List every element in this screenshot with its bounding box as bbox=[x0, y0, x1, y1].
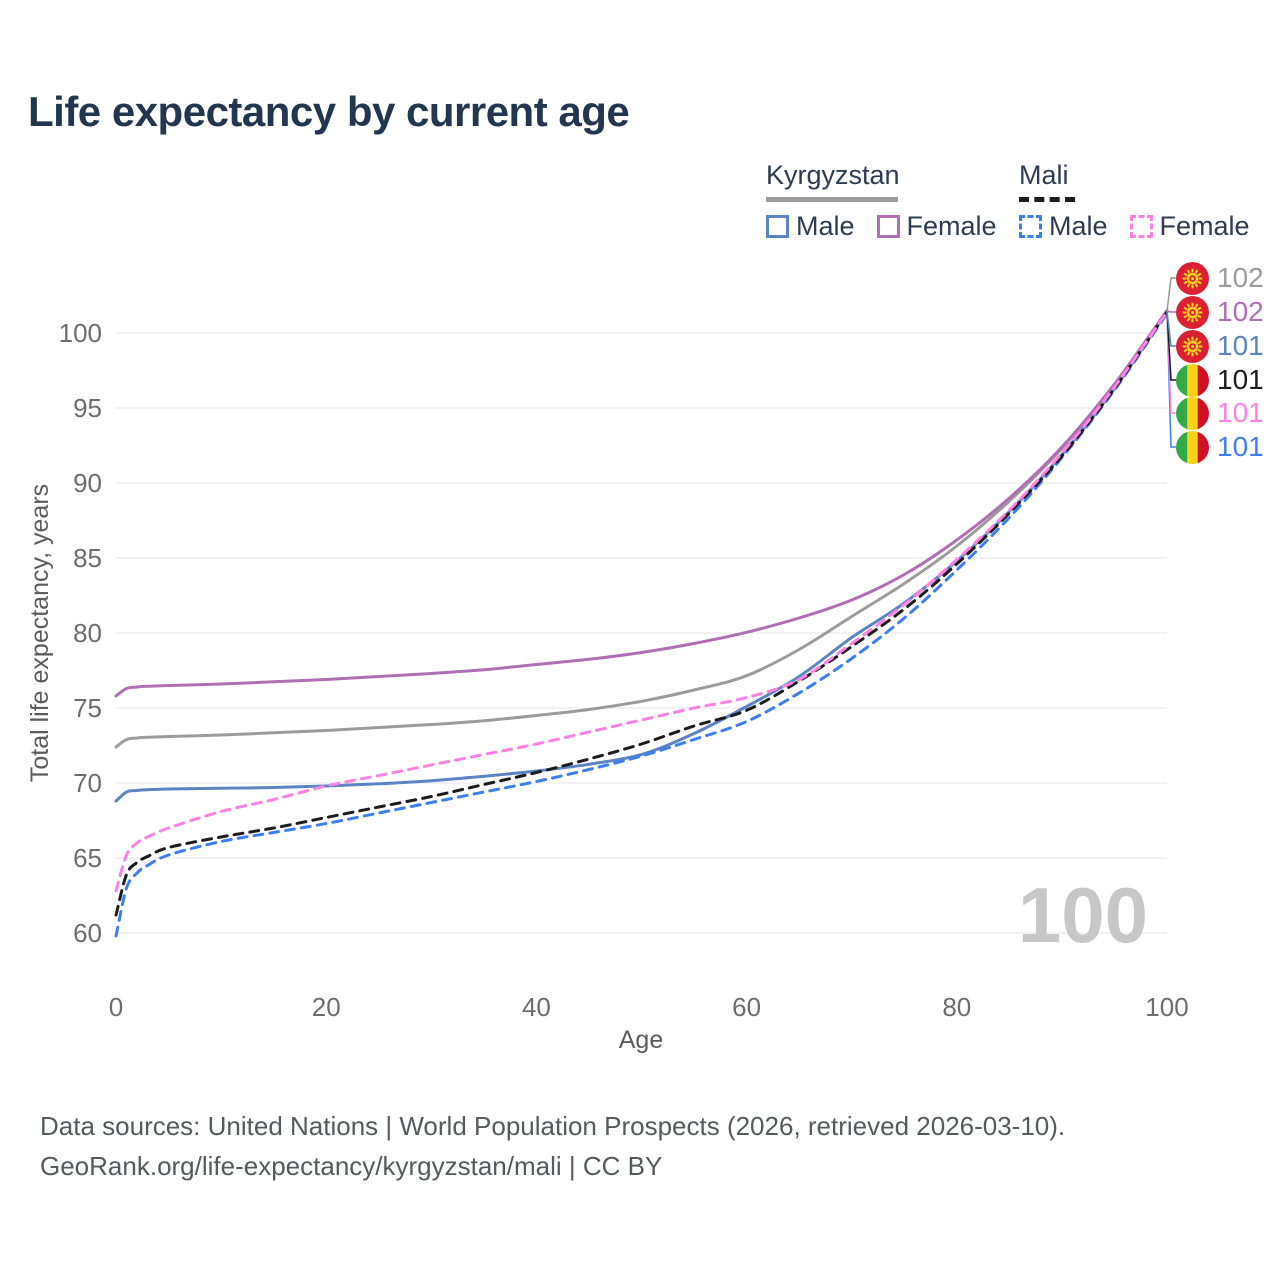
legend-label: Male bbox=[796, 211, 855, 241]
page-title: Life expectancy by current age bbox=[28, 88, 630, 135]
series-line-kyrgyzstan-both-sexes bbox=[114, 309, 1169, 749]
y-tick-label: 100 bbox=[59, 318, 102, 348]
legend-country-kyrgyzstan: Kyrgyzstan bbox=[766, 160, 900, 190]
kyrgyzstan-flag-icon bbox=[1176, 329, 1209, 363]
end-label-row-mali-3: 101 bbox=[1176, 363, 1264, 397]
legend-item-kyrgyzstan-female[interactable]: Female bbox=[876, 211, 997, 242]
legend-item-mali-male[interactable]: Male bbox=[1019, 211, 1108, 242]
line-chart: 60 65 70 75 80 85 90 95 100 0 20 40 60 80 100 100 Age… bbox=[26, 277, 1189, 1054]
leader-line-1 bbox=[1166, 310, 1176, 313]
end-label-value: 101 bbox=[1217, 397, 1264, 428]
end-label-value: 101 bbox=[1217, 364, 1264, 395]
kyrgyzstan-flag-icon bbox=[1176, 295, 1209, 329]
y-tick-label: 85 bbox=[73, 543, 102, 573]
legend-underline-kyrgyzstan-solid-line bbox=[766, 197, 898, 202]
end-label-value: 102 bbox=[1217, 262, 1264, 293]
end-label-leader-lines bbox=[1166, 277, 1176, 448]
mali-flag-icon bbox=[1176, 430, 1209, 464]
leader-line-3 bbox=[1166, 311, 1176, 381]
series-lines bbox=[114, 309, 1169, 938]
end-label-row-kyrgyzstan-0: 102 bbox=[1176, 261, 1264, 295]
end-label-row-kyrgyzstan-1: 102 bbox=[1176, 295, 1264, 329]
end-label-value: 101 bbox=[1217, 431, 1264, 462]
y-axis-title: Total life expectancy, years bbox=[26, 484, 54, 782]
footer: Data sources: United Nations | World Pop… bbox=[40, 1106, 1065, 1186]
leader-line-2 bbox=[1166, 311, 1176, 347]
legend-country-mali: Mali bbox=[1019, 160, 1069, 190]
y-tick-label: 70 bbox=[73, 768, 102, 798]
x-axis-title: Age bbox=[619, 1026, 663, 1054]
legend-swatch-mali-female bbox=[1129, 215, 1153, 238]
y-tick-label: 75 bbox=[73, 693, 102, 723]
x-tick-label: 20 bbox=[312, 992, 341, 1022]
y-tick-label: 90 bbox=[73, 468, 102, 498]
legend-group-mali: Mali Male Female bbox=[1019, 160, 1250, 242]
age-counter-watermark: 100 bbox=[1018, 871, 1148, 959]
legend-underline-mali-dashed-line bbox=[1019, 197, 1075, 202]
series-line-mali-both-sexes bbox=[114, 310, 1169, 917]
y-tick-label: 60 bbox=[73, 918, 102, 948]
leader-line-0 bbox=[1166, 277, 1176, 312]
x-tick-label: 100 bbox=[1145, 992, 1188, 1022]
mali-flag-icon bbox=[1176, 363, 1209, 397]
kyrgyzstan-flag-icon bbox=[1176, 261, 1209, 295]
legend-swatch-kyrgyzstan-male bbox=[766, 215, 789, 238]
end-label-row-mali-5: 101 bbox=[1176, 430, 1264, 464]
x-tick-label: 40 bbox=[522, 992, 551, 1022]
legend-swatch-mali-male bbox=[1019, 215, 1042, 238]
legend-label: Male bbox=[1049, 211, 1108, 241]
legend-item-mali-female[interactable]: Female bbox=[1129, 211, 1250, 242]
gridlines bbox=[116, 332, 1167, 934]
data-sources-note: Data sources: United Nations | World Pop… bbox=[40, 1111, 1066, 1141]
y-tick-label: 65 bbox=[73, 843, 102, 873]
end-label-row-mali-4: 101 bbox=[1176, 396, 1264, 430]
y-axis-tick-labels: 60 65 70 75 80 85 90 95 100 bbox=[59, 318, 102, 948]
legend-group-kyrgyzstan: Kyrgyzstan Male Female bbox=[766, 160, 997, 242]
y-tick-label: 80 bbox=[73, 618, 102, 648]
end-label-value: 102 bbox=[1217, 296, 1264, 327]
mali-flag-icon bbox=[1176, 396, 1209, 430]
legend-item-kyrgyzstan-male[interactable]: Male bbox=[766, 211, 855, 242]
legend-label: Female bbox=[906, 211, 997, 241]
x-tick-label: 60 bbox=[732, 992, 761, 1022]
series-line-kyrgyzstan-male bbox=[114, 310, 1169, 803]
end-label-row-kyrgyzstan-2: 101 bbox=[1176, 329, 1264, 363]
attribution-note: GeoRank.org/life-expectancy/kyrgyzstan/m… bbox=[40, 1151, 663, 1181]
legend-label: Female bbox=[1159, 211, 1250, 241]
x-tick-label: 0 bbox=[109, 992, 123, 1022]
x-tick-label: 80 bbox=[942, 992, 971, 1022]
y-tick-label: 95 bbox=[73, 393, 102, 423]
series-line-mali-male bbox=[114, 312, 1169, 938]
series-line-mali-female bbox=[114, 310, 1169, 893]
end-label-value: 101 bbox=[1217, 330, 1264, 361]
series-line-kyrgyzstan-female bbox=[114, 309, 1169, 698]
legend-swatch-kyrgyzstan-female bbox=[876, 215, 900, 238]
x-axis-tick-labels: 0 20 40 60 80 100 bbox=[109, 992, 1189, 1022]
